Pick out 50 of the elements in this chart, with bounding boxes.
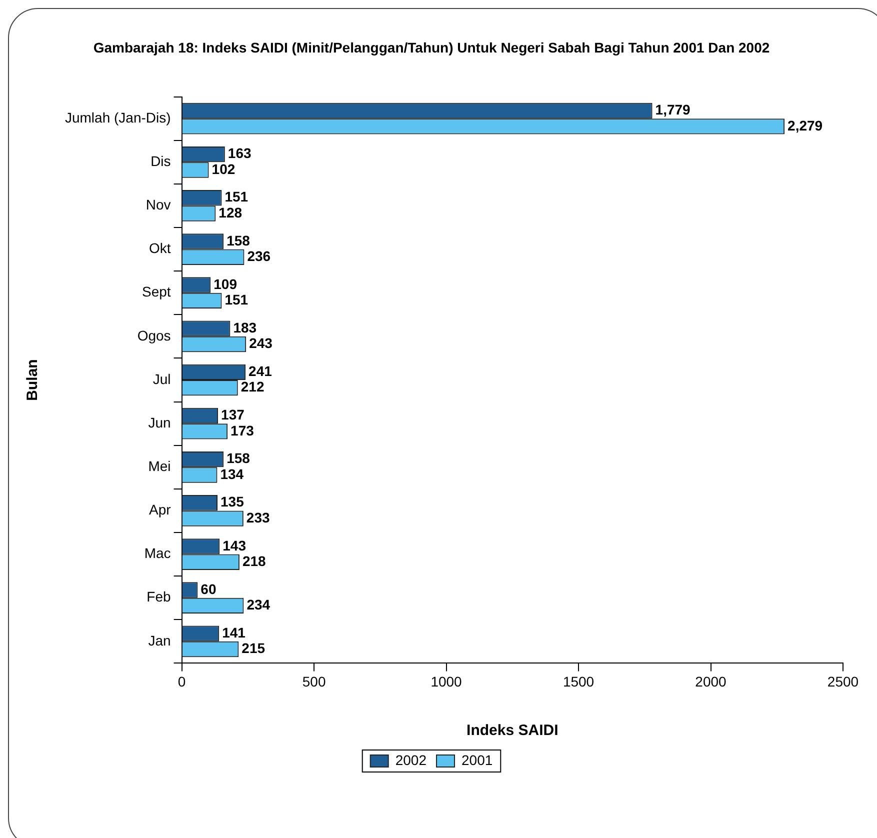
data-label: 218 bbox=[242, 552, 266, 569]
y-tick-label: Jumlah (Jan-Dis) bbox=[64, 109, 171, 126]
data-label: 158 bbox=[226, 450, 250, 466]
x-tick-label: 1500 bbox=[562, 673, 594, 690]
data-label: 173 bbox=[230, 422, 254, 438]
x-tick-label: 1000 bbox=[430, 673, 462, 690]
x-tick-label: 0 bbox=[178, 673, 186, 690]
y-tick-label: Jan bbox=[148, 632, 171, 648]
data-label: 1,779 bbox=[655, 102, 691, 118]
x-tick-label: 2500 bbox=[827, 673, 859, 690]
data-label: 215 bbox=[242, 640, 266, 656]
y-tick-label: Dis bbox=[150, 153, 171, 170]
y-tick-label: Ogos bbox=[137, 327, 171, 344]
chart-title: Gambarajah 18: Indeks SAIDI (Minit/Pelanggan/Tahun) Untuk Negeri Sabah Bagi Tahun 2001 Dan 2002 bbox=[93, 39, 770, 56]
data-label: 243 bbox=[249, 335, 273, 352]
data-label: 2,279 bbox=[788, 117, 823, 134]
data-label: 60 bbox=[200, 580, 216, 597]
data-label: 212 bbox=[240, 378, 264, 395]
y-tick-label: Jul bbox=[152, 370, 171, 387]
y-tick-label: Okt bbox=[149, 240, 171, 256]
data-label: 233 bbox=[246, 509, 270, 526]
data-label: 163 bbox=[228, 145, 252, 162]
data-label: 134 bbox=[220, 466, 244, 482]
y-tick-label: Nov bbox=[146, 196, 171, 213]
y-tick-label: Mei bbox=[148, 458, 171, 474]
data-label: 135 bbox=[220, 494, 244, 510]
data-label: 241 bbox=[248, 363, 272, 380]
data-label: 151 bbox=[224, 292, 248, 308]
y-tick-label: Jun bbox=[148, 414, 171, 430]
data-label: 128 bbox=[218, 204, 242, 220]
data-label: 137 bbox=[221, 406, 245, 423]
y-tick-label: Mac bbox=[144, 545, 171, 562]
data-label: 236 bbox=[247, 248, 271, 264]
data-label: 234 bbox=[246, 596, 270, 613]
data-label: 158 bbox=[226, 232, 250, 248]
legend-label: 2002 bbox=[395, 752, 427, 768]
data-label: 102 bbox=[212, 160, 236, 177]
data-label: 183 bbox=[233, 319, 257, 336]
data-label: 151 bbox=[224, 188, 248, 205]
data-label: 143 bbox=[222, 537, 246, 554]
y-tick-label: Apr bbox=[149, 502, 172, 518]
x-axis-title: Indeks SAIDI bbox=[466, 722, 558, 740]
data-label: 141 bbox=[222, 624, 246, 640]
y-tick-label: Sept bbox=[142, 284, 171, 300]
y-axis-title: Bulan bbox=[24, 359, 42, 401]
x-tick-label: 2000 bbox=[695, 673, 727, 690]
legend-label: 2001 bbox=[462, 752, 493, 768]
data-label: 109 bbox=[214, 276, 238, 292]
x-tick-label: 500 bbox=[302, 673, 326, 690]
y-tick-label: Feb bbox=[146, 588, 172, 605]
